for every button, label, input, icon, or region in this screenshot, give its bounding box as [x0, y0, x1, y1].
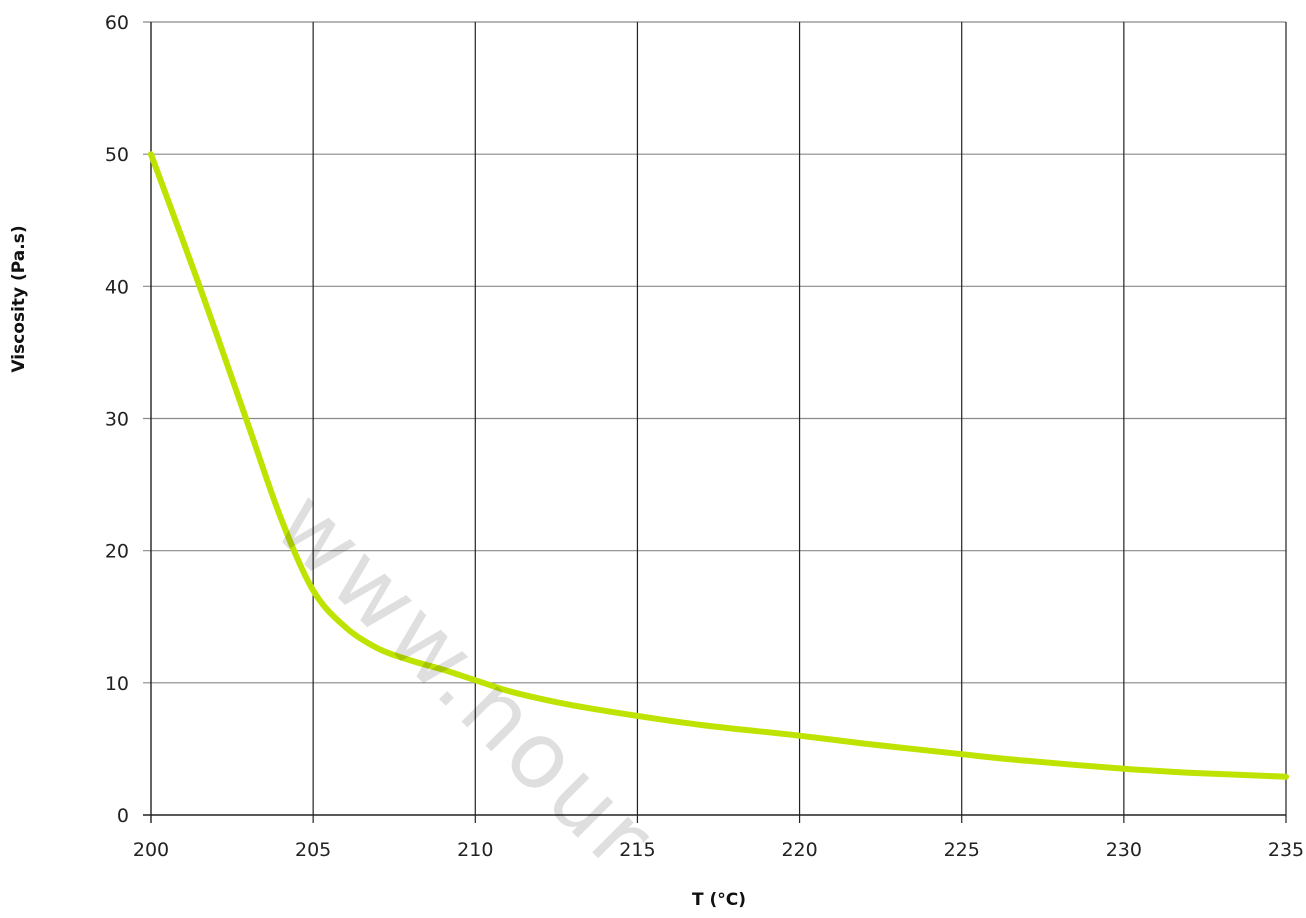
x-tick-label: 220	[781, 839, 817, 861]
y-tick-label: 60	[105, 12, 129, 34]
x-tick-label: 200	[133, 839, 169, 861]
x-tick-label: 215	[619, 839, 655, 861]
axes	[143, 22, 1286, 823]
x-tick-label: 235	[1268, 839, 1304, 861]
y-tick-label: 50	[105, 144, 129, 166]
x-tick-label: 230	[1106, 839, 1142, 861]
viscosity-series-line	[148, 151, 1289, 780]
y-tick-label: 20	[105, 541, 129, 563]
x-tick-label: 205	[295, 839, 331, 861]
x-tick-label: 210	[457, 839, 493, 861]
y-tick-label: 0	[117, 805, 129, 827]
y-axis-title: Viscosity (Pa.s)	[9, 225, 29, 372]
y-tick-label: 30	[105, 409, 129, 431]
x-tick-label: 225	[944, 839, 980, 861]
watermark-text: www.nour	[254, 470, 676, 892]
y-tick-label: 40	[105, 276, 129, 298]
series-layer	[148, 151, 1289, 780]
y-tick-label: 10	[105, 673, 129, 695]
x-axis-title: T (°C)	[692, 890, 746, 910]
grid	[143, 21, 1287, 823]
tick-labels: 0 10 20 30 40 50 60 200 205 210 215 220 225 230 235	[105, 12, 1304, 861]
